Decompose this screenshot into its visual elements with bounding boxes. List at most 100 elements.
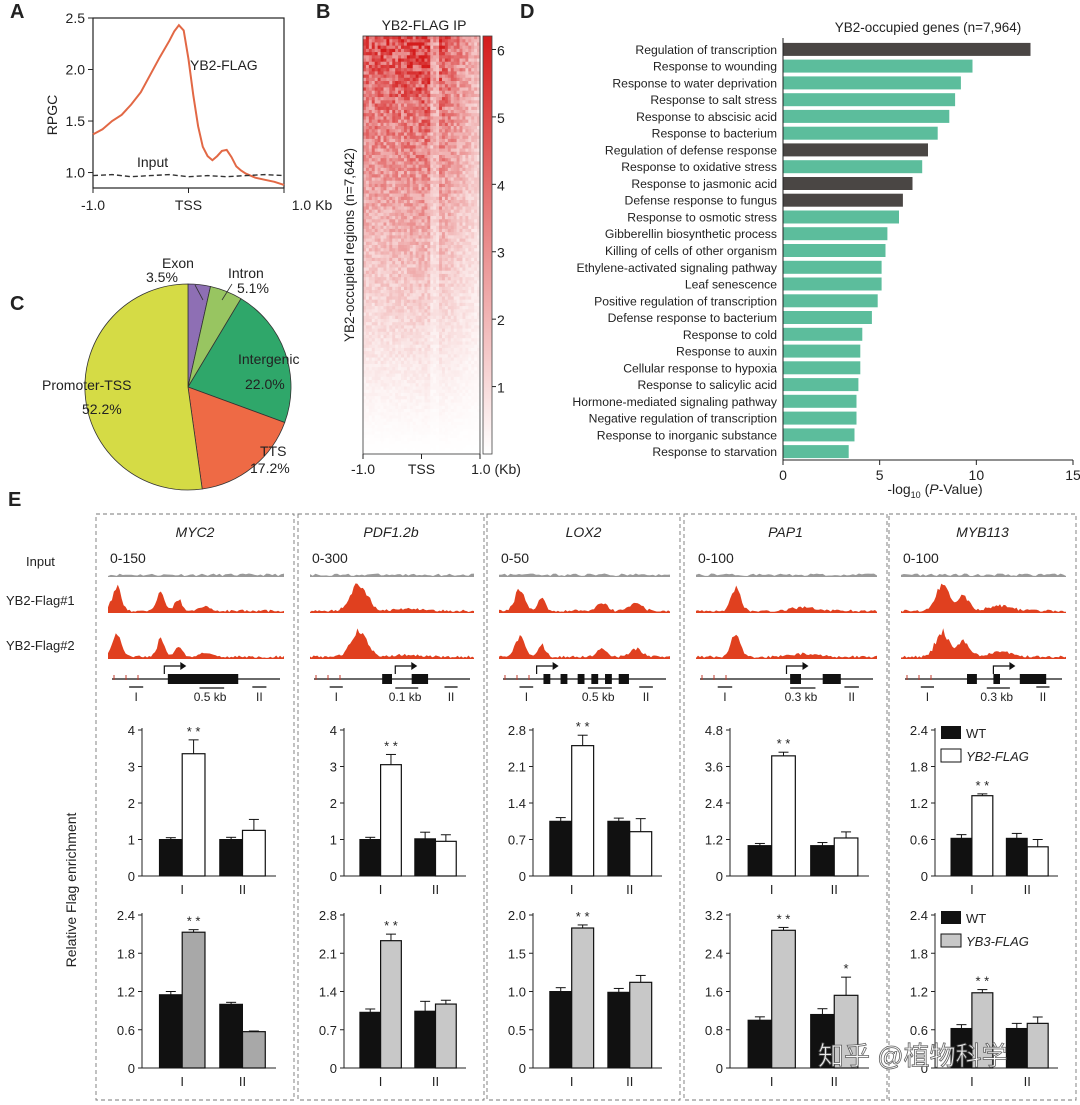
heatmap-cell: [386, 109, 390, 114]
heatmap-cell: [444, 373, 449, 378]
heatmap-cell: [468, 219, 472, 223]
heatmap-cell: [363, 335, 367, 339]
heatmap-cell: [371, 113, 376, 117]
heatmap-cell: [444, 286, 449, 291]
heatmap-cell: [409, 97, 414, 101]
heatmap-cell: [412, 138, 416, 143]
heatmap-cell: [453, 425, 457, 429]
heatmap-cell: [474, 97, 478, 101]
heatmap-cell: [450, 254, 455, 259]
heatmap-cell: [418, 351, 422, 355]
heatmap-cell: [403, 373, 408, 378]
heatmap-cell: [418, 93, 422, 98]
heatmap-cell: [398, 270, 402, 275]
heatmap-cell: [398, 219, 402, 223]
heatmap-cell: [477, 270, 481, 275]
heatmap-cell: [406, 373, 411, 378]
heatmap-cell: [371, 302, 376, 307]
heatmap-cell: [450, 396, 455, 400]
heatmap-cell: [441, 103, 446, 108]
heatmap-cell: [433, 180, 437, 185]
heatmap-cell: [395, 199, 399, 204]
heatmap-cell: [392, 299, 396, 304]
heatmap-cell: [392, 415, 396, 419]
heatmap-cell: [441, 48, 446, 53]
heatmap-cell: [409, 64, 414, 69]
heatmap-cell: [389, 418, 393, 423]
heatmap-cell: [415, 344, 419, 349]
heatmap-cell: [368, 306, 373, 310]
heatmap-cell: [392, 335, 396, 339]
heatmap-cell: [380, 45, 384, 50]
heatmap-cell: [377, 36, 381, 40]
heatmap-cell: [421, 335, 425, 339]
heatmap-cell: [403, 318, 408, 323]
heatmap-cell: [371, 145, 376, 149]
heatmap-cell: [383, 341, 387, 346]
heatmap-cell: [368, 257, 373, 262]
heatmap-cell: [412, 286, 416, 291]
heatmap-cell: [363, 122, 367, 127]
heatmap-cell: [386, 280, 390, 284]
heatmap-cell: [462, 122, 466, 127]
heatmap-cell: [365, 373, 370, 378]
heatmap-cell: [377, 209, 381, 214]
heatmap-cell: [459, 273, 463, 278]
heatmap-cell: [424, 425, 428, 429]
heatmap-cell: [392, 212, 396, 217]
heatmap-cell: [453, 190, 457, 194]
heatmap-cell: [477, 264, 481, 268]
heatmap-cell: [444, 196, 449, 201]
heatmap-cell: [421, 328, 425, 333]
heatmap-cell: [462, 212, 466, 217]
heatmap-cell: [424, 261, 428, 265]
heatmap-cell: [444, 248, 449, 252]
heatmap-cell: [406, 203, 411, 207]
heatmap-cell: [459, 129, 463, 133]
heatmap-cell: [368, 177, 373, 182]
heatmap-cell: [424, 122, 428, 127]
heatmap-cell: [468, 299, 472, 304]
heatmap-cell: [441, 45, 446, 50]
heatmap-cell: [409, 228, 414, 233]
heatmap-cell: [450, 132, 455, 137]
heatmap-cell: [374, 142, 378, 146]
heatmap-cell: [424, 113, 428, 117]
heatmap-cell: [444, 183, 449, 188]
heatmap-cell: [462, 39, 466, 43]
heatmap-cell: [430, 164, 434, 169]
heatmap-cell: [368, 129, 373, 133]
heatmap-cell: [447, 261, 452, 265]
heatmap-cell: [398, 341, 402, 346]
heatmap-cell: [377, 42, 381, 46]
heatmap-cell: [418, 261, 422, 265]
heatmap-cell: [430, 219, 434, 223]
heatmap-cell: [374, 116, 378, 120]
heatmap-cell: [468, 64, 472, 69]
heatmap-cell: [374, 392, 378, 397]
heatmap-cell: [447, 290, 452, 294]
heatmap-cell: [409, 251, 414, 255]
heatmap-cell: [439, 241, 443, 246]
heatmap-cell: [459, 318, 463, 323]
heatmap-cell: [450, 36, 455, 40]
heatmap-cell: [401, 241, 405, 246]
heatmap-cell: [374, 100, 378, 104]
heatmap-cell: [412, 39, 416, 43]
heatmap-cell: [368, 97, 373, 101]
heatmap-cell: [409, 286, 414, 291]
heatmap-cell: [450, 257, 455, 262]
heatmap-cell: [401, 171, 405, 175]
heatmap-cell: [462, 428, 466, 432]
heatmap-cell: [421, 344, 425, 349]
heatmap-cell: [401, 177, 405, 182]
heatmap-cell: [363, 431, 367, 436]
heatmap-cell: [418, 421, 422, 426]
heatmap-cell: [377, 283, 381, 288]
heatmap-cell: [392, 55, 396, 59]
heatmap-cell: [427, 232, 431, 236]
heatmap-cell: [389, 81, 393, 85]
heatmap-cell: [471, 347, 475, 352]
heatmap-cell: [365, 113, 370, 117]
heatmap-cell: [415, 235, 419, 239]
